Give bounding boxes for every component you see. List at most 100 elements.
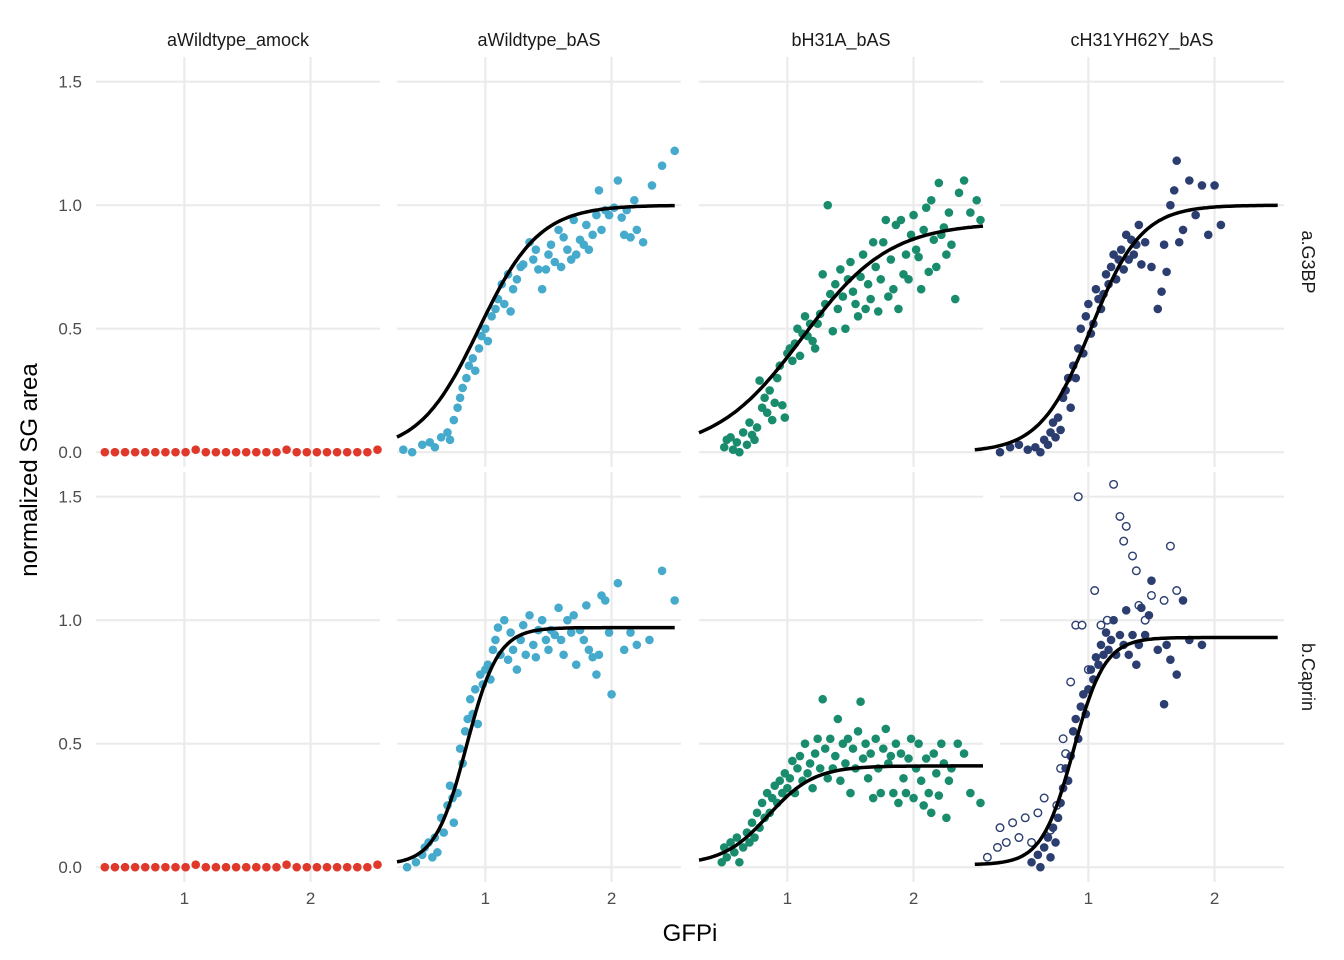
data-point: [1081, 312, 1091, 321]
data-point: [805, 759, 815, 768]
data-point: [732, 833, 742, 842]
data-point: [836, 265, 845, 274]
data-point: [838, 292, 848, 301]
data-point: [793, 764, 802, 773]
data-point: [594, 650, 604, 660]
data-point: [858, 250, 868, 259]
data-point: [1068, 727, 1078, 736]
data-point: [770, 398, 780, 408]
data-point: [730, 848, 739, 857]
fit-curve: [974, 203, 1278, 452]
data-point: [833, 304, 843, 314]
data-point: [778, 400, 787, 410]
data-point: [757, 798, 767, 808]
data-point: [1166, 655, 1175, 665]
data-point: [726, 433, 735, 442]
facet-label-row: b.Caprin: [1298, 643, 1318, 711]
data-point: [795, 351, 805, 361]
panel-marks: [100, 445, 382, 457]
data-point: [1197, 640, 1207, 650]
data-point: [613, 176, 623, 185]
data-point: [449, 415, 459, 425]
data-point: [861, 739, 870, 748]
data-point: [100, 862, 110, 872]
data-point: [363, 862, 372, 872]
data-point: [508, 645, 518, 655]
data-point: [954, 188, 964, 198]
data-point: [848, 287, 858, 296]
data-point: [843, 734, 853, 744]
data-point: [924, 267, 934, 277]
data-point: [151, 447, 160, 457]
data-point: [312, 447, 322, 457]
data-point: [1091, 652, 1101, 662]
data-point-hollow: [1033, 808, 1043, 818]
data-point: [282, 445, 291, 455]
data-point: [1140, 237, 1150, 247]
data-point: [1169, 186, 1179, 195]
data-point: [747, 818, 757, 828]
panel-grid: [1000, 57, 1284, 467]
data-point: [604, 628, 614, 637]
data-point: [828, 326, 838, 336]
data-point: [445, 781, 455, 790]
data-point: [785, 773, 795, 783]
data-point: [1147, 262, 1156, 272]
data-point: [171, 447, 180, 457]
data-point-hollow: [1020, 813, 1030, 823]
data-point: [966, 208, 975, 217]
y-axis-title: normalized SG area: [16, 363, 43, 577]
data-point: [211, 447, 221, 457]
data-point: [810, 749, 820, 758]
data-point: [775, 776, 785, 786]
data-point: [889, 284, 898, 294]
x-tick-label: 2: [607, 889, 616, 908]
data-point: [638, 237, 648, 247]
data-point: [881, 215, 891, 225]
data-point: [130, 862, 140, 872]
data-point: [1166, 200, 1175, 210]
data-point: [1014, 440, 1024, 450]
data-point-hollow: [1001, 837, 1011, 847]
data-point: [1094, 660, 1103, 669]
data-point: [1023, 445, 1033, 455]
data-point: [914, 739, 923, 748]
data-point: [1119, 265, 1128, 274]
data-point: [632, 225, 642, 235]
data-point: [292, 862, 301, 872]
data-point: [931, 262, 941, 272]
panel-grid: [699, 472, 983, 882]
data-point: [1178, 596, 1188, 605]
panel-marks: [100, 860, 382, 872]
data-point: [896, 215, 906, 225]
data-point: [1216, 220, 1226, 230]
data-point: [670, 596, 679, 605]
data-point: [1051, 433, 1060, 442]
y-tick-label: 1.5: [58, 488, 82, 507]
data-point: [221, 447, 231, 457]
data-point: [529, 255, 538, 264]
data-point: [1162, 640, 1171, 650]
data-point: [483, 660, 493, 669]
data-point: [518, 620, 528, 630]
data-point: [499, 299, 509, 309]
data-point: [342, 862, 352, 872]
data-point: [221, 862, 231, 872]
data-point: [1153, 304, 1163, 314]
data-point-hollow: [1073, 492, 1083, 502]
data-point: [818, 270, 827, 279]
data-point: [241, 447, 251, 457]
data-point: [468, 354, 478, 363]
y-tick-label: 0.5: [58, 735, 82, 754]
data-point: [886, 255, 896, 264]
data-point: [332, 862, 342, 872]
x-tick-label: 1: [481, 889, 490, 908]
data-point: [765, 386, 774, 395]
data-point: [1096, 640, 1106, 650]
data-point: [191, 860, 201, 870]
data-point: [462, 373, 471, 383]
data-point: [904, 754, 913, 763]
data-point: [508, 284, 518, 294]
data-point: [1033, 850, 1043, 860]
